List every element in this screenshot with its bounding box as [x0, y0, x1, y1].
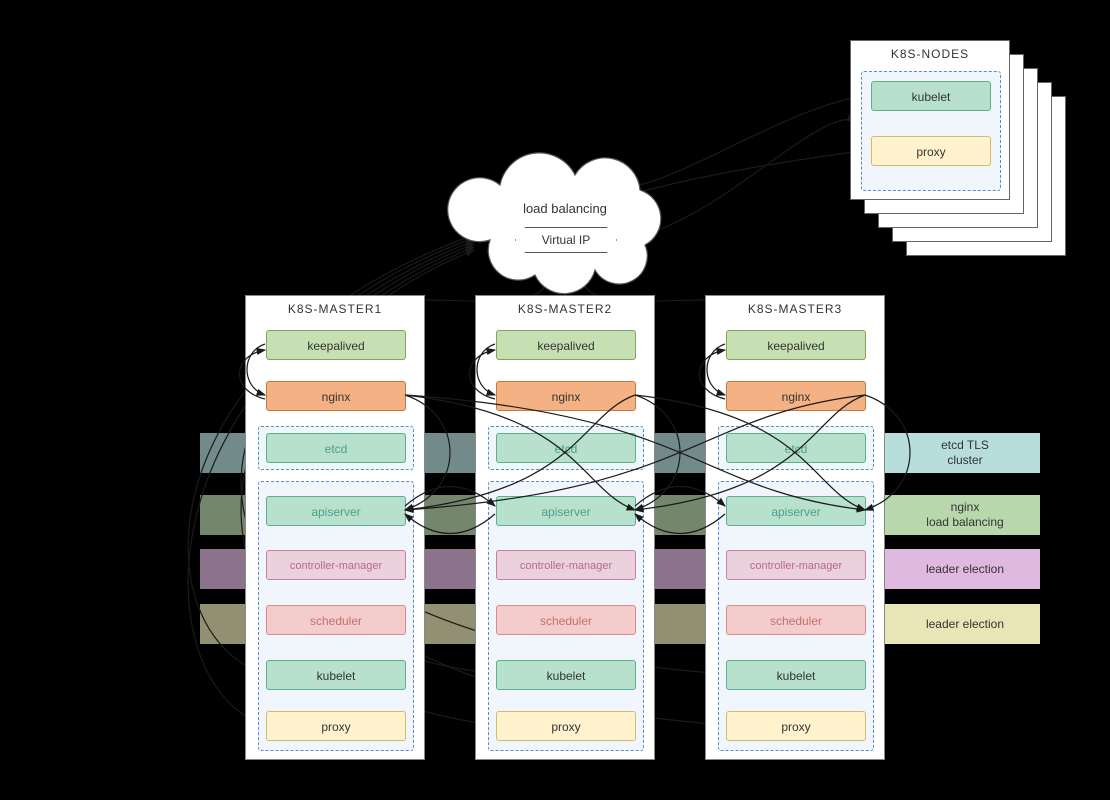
component-m1-nginx: nginx: [266, 381, 406, 411]
svg-text:load balancing: load balancing: [523, 201, 607, 216]
component-m1-apiserver: apiserver: [266, 496, 406, 526]
component-m3-kubelet: kubelet: [726, 660, 866, 690]
nodes-component-kubelet: kubelet: [871, 81, 991, 111]
nodes-title: K8S-NODES: [851, 47, 1009, 61]
component-m1-proxy: proxy: [266, 711, 406, 741]
diagram-stage: load balancing K8S-MASTER1 keepalived ngin…: [0, 0, 1110, 800]
component-m3-controller-manager: controller-manager: [726, 550, 866, 580]
component-m1-keepalived: keepalived: [266, 330, 406, 360]
nodes-card-0: K8S-NODES kubelet proxy: [850, 40, 1010, 200]
master-title-m2: K8S-MASTER2: [476, 302, 654, 316]
component-m2-controller-manager: controller-manager: [496, 550, 636, 580]
component-m3-nginx: nginx: [726, 381, 866, 411]
component-m3-apiserver: apiserver: [726, 496, 866, 526]
component-m2-scheduler: scheduler: [496, 605, 636, 635]
component-m3-scheduler: scheduler: [726, 605, 866, 635]
component-m2-kubelet: kubelet: [496, 660, 636, 690]
band-cm-label: leader election: [900, 562, 1030, 577]
master-title-m3: K8S-MASTER3: [706, 302, 884, 316]
band-etcd-label: etcd TLScluster: [900, 438, 1030, 468]
component-m2-proxy: proxy: [496, 711, 636, 741]
component-m1-controller-manager: controller-manager: [266, 550, 406, 580]
component-m3-proxy: proxy: [726, 711, 866, 741]
component-m2-etcd: etcd: [496, 433, 636, 463]
nodes-component-proxy: proxy: [871, 136, 991, 166]
component-m2-keepalived: keepalived: [496, 330, 636, 360]
component-m2-apiserver: apiserver: [496, 496, 636, 526]
component-m1-kubelet: kubelet: [266, 660, 406, 690]
component-m1-etcd: etcd: [266, 433, 406, 463]
component-m1-scheduler: scheduler: [266, 605, 406, 635]
component-m3-keepalived: keepalived: [726, 330, 866, 360]
component-m3-etcd: etcd: [726, 433, 866, 463]
master-column-m2: K8S-MASTER2 keepalived nginx etcd apiserver c…: [475, 295, 655, 760]
virtual-ip-hex: Virtual IP: [515, 227, 617, 253]
master-column-m1: K8S-MASTER1 keepalived nginx etcd apiserver c…: [245, 295, 425, 760]
band-nginx-label: nginxload balancing: [900, 500, 1030, 530]
component-m2-nginx: nginx: [496, 381, 636, 411]
master-column-m3: K8S-MASTER3 keepalived nginx etcd apiserver c…: [705, 295, 885, 760]
band-sched-label: leader election: [900, 617, 1030, 632]
master-title-m1: K8S-MASTER1: [246, 302, 424, 316]
